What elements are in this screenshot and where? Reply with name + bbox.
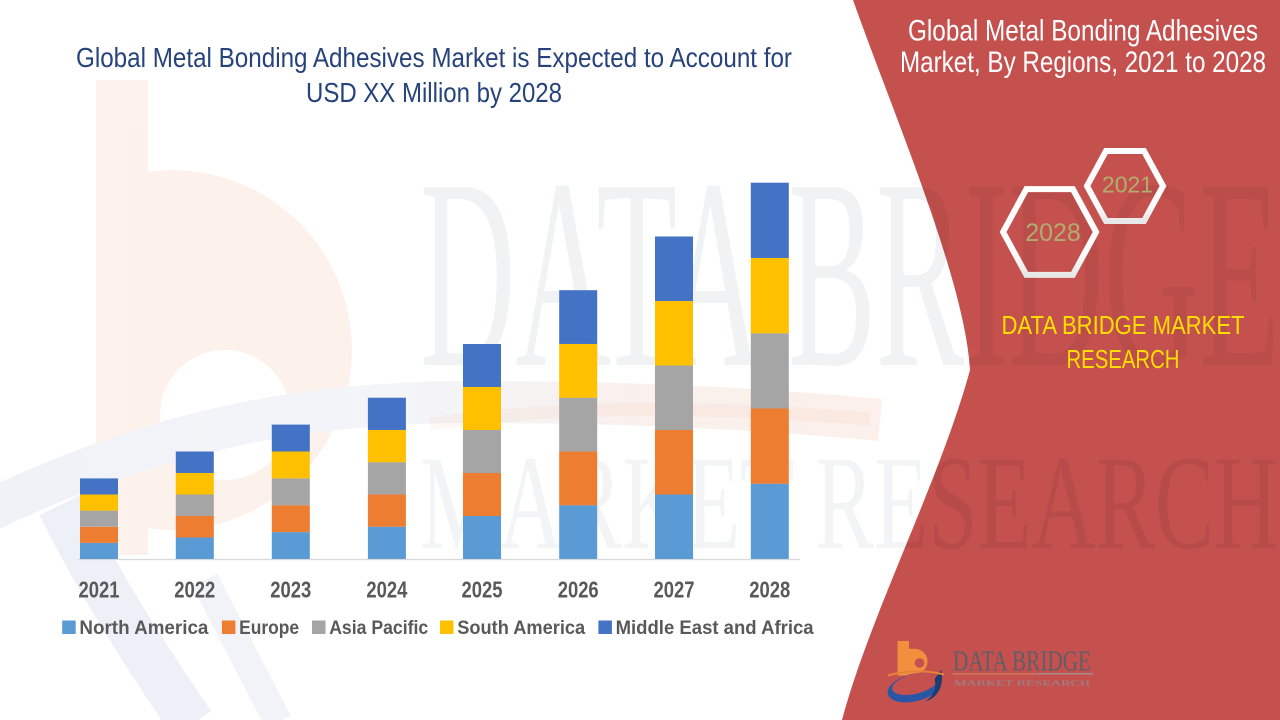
svg-text:USD XX Million by 2028: USD XX Million by 2028 bbox=[306, 77, 562, 108]
svg-text:Asia Pacific: Asia Pacific bbox=[329, 618, 428, 639]
svg-text:Market, By Regions, 2021 to 20: Market, By Regions, 2021 to 2028 bbox=[900, 46, 1266, 79]
svg-text:DATA BRIDGE: DATA BRIDGE bbox=[953, 646, 1091, 678]
svg-text:South America: South America bbox=[457, 618, 585, 639]
svg-text:RESEARCH: RESEARCH bbox=[1067, 344, 1180, 374]
svg-text:DATA BRIDGE MARKET: DATA BRIDGE MARKET bbox=[1002, 310, 1245, 340]
svg-text:Middle East and Africa: Middle East and Africa bbox=[616, 618, 814, 639]
svg-text:2028: 2028 bbox=[749, 577, 790, 603]
svg-text:2021: 2021 bbox=[79, 577, 120, 603]
svg-text:2026: 2026 bbox=[558, 577, 599, 603]
svg-text:North America: North America bbox=[79, 618, 208, 639]
svg-text:2024: 2024 bbox=[366, 577, 407, 603]
svg-text:MARKET RESEARCH: MARKET RESEARCH bbox=[954, 679, 1091, 688]
svg-text:Global Metal Bonding Adhesives: Global Metal Bonding Adhesives bbox=[908, 15, 1258, 48]
svg-text:2027: 2027 bbox=[654, 577, 695, 603]
svg-text:2021: 2021 bbox=[1102, 172, 1153, 198]
svg-text:2022: 2022 bbox=[174, 577, 215, 603]
svg-text:2028: 2028 bbox=[1025, 219, 1081, 247]
svg-text:Global Metal Bonding Adhesives: Global Metal Bonding Adhesives Market is… bbox=[76, 42, 792, 73]
svg-text:Europe: Europe bbox=[239, 618, 299, 639]
svg-text:2025: 2025 bbox=[462, 577, 503, 603]
svg-text:2023: 2023 bbox=[270, 577, 311, 603]
